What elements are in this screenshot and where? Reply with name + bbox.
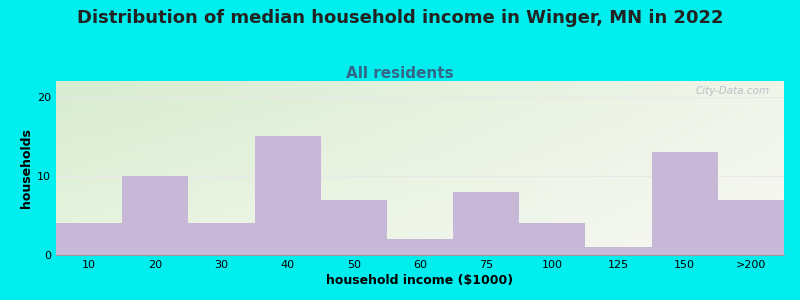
- Text: Distribution of median household income in Winger, MN in 2022: Distribution of median household income …: [77, 9, 723, 27]
- Bar: [718, 200, 784, 255]
- Bar: [652, 152, 718, 255]
- Text: City-Data.com: City-Data.com: [695, 86, 770, 96]
- Text: All residents: All residents: [346, 66, 454, 81]
- Bar: [519, 224, 586, 255]
- X-axis label: household income ($1000): household income ($1000): [326, 274, 514, 287]
- Bar: [254, 136, 321, 255]
- Bar: [586, 247, 652, 255]
- Bar: [453, 192, 519, 255]
- Bar: [56, 224, 122, 255]
- Y-axis label: households: households: [20, 128, 33, 208]
- Bar: [387, 239, 453, 255]
- Bar: [321, 200, 387, 255]
- Bar: [188, 224, 254, 255]
- Bar: [122, 176, 188, 255]
